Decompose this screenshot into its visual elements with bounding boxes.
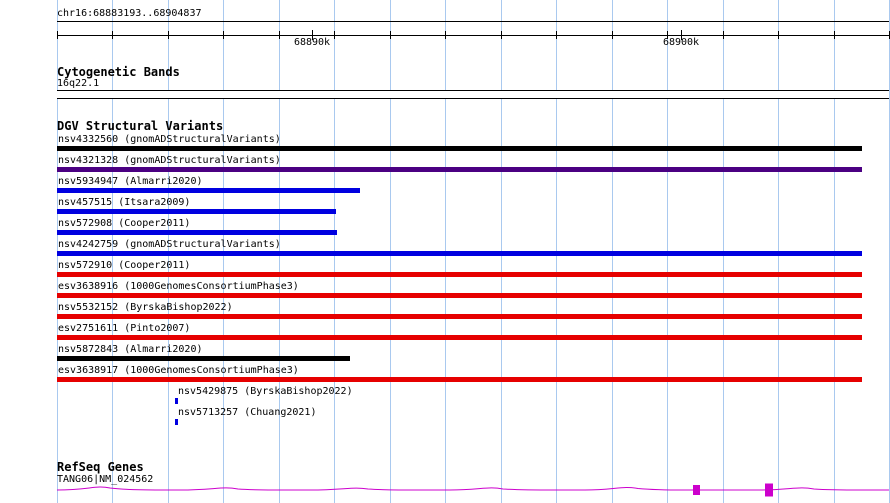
variant-bar[interactable] bbox=[175, 419, 178, 425]
panel-top-rule bbox=[57, 21, 889, 22]
variant-label: esv3638917 (1000GenomesConsortiumPhase3) bbox=[58, 365, 299, 376]
ruler-tick bbox=[279, 31, 280, 39]
variant-bar[interactable] bbox=[57, 167, 862, 172]
gene-exon[interactable] bbox=[693, 485, 700, 495]
gene-intron-line bbox=[56, 486, 890, 491]
ruler-tick bbox=[723, 31, 724, 39]
ruler-major-tick bbox=[681, 30, 682, 40]
variant-bar[interactable] bbox=[57, 356, 350, 361]
region-title: chr16:68883193..68904837 bbox=[57, 8, 202, 19]
ruler-tick bbox=[778, 31, 779, 39]
variant-bar[interactable] bbox=[57, 188, 360, 193]
variant-bar[interactable] bbox=[57, 209, 336, 214]
ruler-tick bbox=[57, 31, 58, 39]
ruler-tick bbox=[390, 31, 391, 39]
variant-bar[interactable] bbox=[57, 230, 337, 235]
gene-name-label: TANG06|NM_024562 bbox=[57, 474, 154, 485]
variant-label: esv3638916 (1000GenomesConsortiumPhase3) bbox=[58, 281, 299, 292]
variant-label: nsv457515 (Itsara2009) bbox=[58, 197, 191, 208]
ruler-tick-label: 68900k bbox=[662, 37, 700, 48]
variant-bar[interactable] bbox=[175, 398, 178, 404]
variant-label: nsv4321328 (gnomADStructuralVariants) bbox=[58, 155, 281, 166]
variant-bar[interactable] bbox=[57, 293, 862, 298]
dgv-section-title: DGV Structural Variants bbox=[57, 119, 224, 133]
variant-bar[interactable] bbox=[57, 251, 862, 256]
ruler-tick bbox=[556, 31, 557, 39]
variant-label: nsv572908 (Cooper2011) bbox=[58, 218, 191, 229]
ruler-tick bbox=[834, 31, 835, 39]
variant-label: nsv5713257 (Chuang2021) bbox=[178, 407, 317, 418]
gene-exon[interactable] bbox=[765, 483, 773, 497]
ruler-tick bbox=[445, 31, 446, 39]
variant-label: nsv5429875 (ByrskaBishop2022) bbox=[178, 386, 353, 397]
variant-label: nsv5872843 (Almarri2020) bbox=[58, 344, 203, 355]
ruler-major-tick bbox=[312, 30, 313, 40]
variant-bar[interactable] bbox=[57, 377, 862, 382]
ruler-tick bbox=[223, 31, 224, 39]
variant-label: nsv5934947 (Almarri2020) bbox=[58, 176, 203, 187]
variant-label: nsv572910 (Cooper2011) bbox=[58, 260, 191, 271]
cytoband-section-title: Cytogenetic Bands bbox=[57, 65, 180, 79]
ruler-tick-label: 68890k bbox=[293, 37, 331, 48]
ruler-tick bbox=[612, 31, 613, 39]
ruler-tick bbox=[334, 31, 335, 39]
variant-label: nsv4242759 (gnomADStructuralVariants) bbox=[58, 239, 281, 250]
variant-bar[interactable] bbox=[57, 146, 862, 151]
refseq-section-title: RefSeq Genes bbox=[57, 460, 144, 474]
ruler-axis-line bbox=[57, 35, 889, 36]
variant-label: nsv4332560 (gnomADStructuralVariants) bbox=[58, 134, 281, 145]
gene-track[interactable] bbox=[0, 481, 890, 501]
variant-label: esv2751611 (Pinto2007) bbox=[58, 323, 191, 334]
ruler-tick bbox=[168, 31, 169, 39]
cytoband-track[interactable] bbox=[57, 90, 889, 99]
cytoband-name: 16q22.1 bbox=[57, 78, 100, 89]
ruler-tick bbox=[667, 31, 668, 39]
ruler-tick bbox=[112, 31, 113, 39]
variant-bar[interactable] bbox=[57, 272, 862, 277]
variant-bar[interactable] bbox=[57, 335, 862, 340]
ruler-tick bbox=[501, 31, 502, 39]
variant-label: nsv5532152 (ByrskaBishop2022) bbox=[58, 302, 233, 313]
variant-bar[interactable] bbox=[57, 314, 862, 319]
